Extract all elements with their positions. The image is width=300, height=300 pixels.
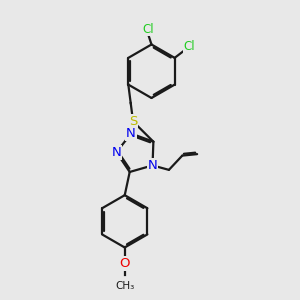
Text: N: N	[148, 159, 158, 172]
Text: Cl: Cl	[184, 40, 195, 53]
Text: CH₃: CH₃	[115, 281, 134, 291]
Text: O: O	[119, 257, 130, 270]
Text: Cl: Cl	[142, 22, 154, 35]
Text: S: S	[129, 115, 137, 128]
Text: N: N	[112, 146, 121, 159]
Text: N: N	[126, 127, 136, 140]
